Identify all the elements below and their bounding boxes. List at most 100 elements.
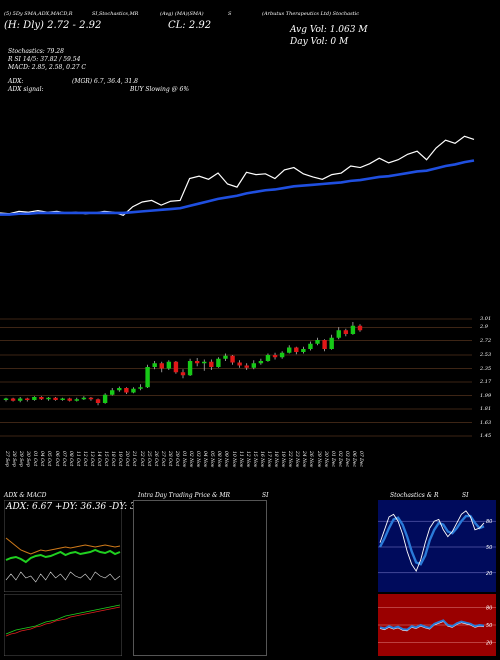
candle-body (95, 399, 101, 403)
candle-body (272, 355, 278, 358)
indicator-stochastics: Stochastics: 79.28 (8, 48, 64, 55)
price-tick-label: 2.72 (480, 337, 492, 344)
adx-panel-title: ADX & MACD (4, 492, 47, 499)
candle-body (322, 340, 327, 349)
candle-body (81, 397, 87, 400)
candle-body (265, 355, 271, 361)
stoch-tick-label: 50 (486, 545, 492, 551)
header-line1-mid: SI,Stochastics,MR (92, 11, 139, 17)
header-day-vol: Day Vol: 0 M (290, 37, 349, 47)
candle-body (194, 361, 200, 364)
header-line1-right: (Avg) (MA)(SMA) (160, 11, 204, 17)
candle-body (202, 361, 207, 364)
price-overview-chart (0, 135, 475, 216)
stoch-bg (378, 500, 496, 592)
date-tick-label: 05 Oct (46, 451, 52, 467)
indicator-macd: MACD: 2.85, 2.58, 0.27 C (8, 64, 87, 71)
date-tick-label: 02 Dec (336, 451, 342, 467)
price-tick-label: 3.01 (480, 316, 492, 322)
indicator-rsi: R SI 14/5: 37.82 / 59.54 (8, 56, 81, 63)
candle-body (88, 397, 94, 400)
candle-body (315, 340, 320, 344)
date-tick-label: 30 Sep (25, 451, 31, 467)
candle-body (166, 361, 172, 369)
date-tick-label: 28 Oct (166, 451, 172, 467)
macd-panel (4, 594, 122, 656)
date-tick-label: 06 Dec (350, 451, 356, 467)
candle-body (39, 397, 44, 400)
candle-body (350, 325, 356, 334)
candle-body (17, 398, 23, 401)
candle-body (110, 390, 115, 395)
candle-body (67, 398, 72, 401)
header-close: CL: 2.92 (168, 20, 212, 31)
candle-body (53, 397, 58, 400)
candle-body (329, 337, 334, 349)
stoch-tick-label: 80 (486, 519, 492, 525)
date-tick-label: 12 Oct (81, 451, 87, 467)
di-minus-line (5, 571, 121, 583)
candle-body (3, 398, 9, 400)
price-tick-label: 2.35 (480, 365, 492, 372)
date-tick-label: 07 Dec (358, 451, 363, 467)
date-tick-label: 04 Nov (202, 451, 208, 468)
header-line1-left: (5) 5Dy SMA,ADX,MACD,R (4, 11, 73, 17)
date-tick-label: 03 Nov (195, 451, 201, 468)
rsi-tick-label: 80 (486, 606, 492, 612)
candle-body (357, 325, 363, 331)
date-tick-label: 05 Nov (209, 451, 215, 468)
candle-body (230, 355, 235, 363)
header-day-range: (H: Dly) 2.72 - 2.92 (4, 20, 102, 31)
indicator-mgr: (MGR) 6.7, 36.4, 31.8 (72, 78, 138, 85)
stoch-panel-si: SI (462, 492, 469, 499)
date-tick-label: 09 Nov (223, 451, 229, 468)
intraday-panel (133, 500, 267, 656)
date-tick-label: 11 Oct (74, 451, 80, 467)
rsi-panel: 80 50 20 (378, 594, 496, 656)
date-tick-label: 30 Nov (322, 451, 328, 468)
candle-body (294, 347, 299, 352)
candle-body (287, 347, 292, 353)
candle-body (10, 398, 16, 401)
candle-body (216, 358, 221, 367)
candle-body (131, 388, 136, 393)
date-tick-label: 06 Oct (53, 451, 59, 467)
candle-body (117, 388, 122, 391)
date-tick-label: 03 Dec (343, 451, 349, 467)
candle-body (223, 355, 228, 359)
macd-signal-line (5, 606, 121, 637)
date-tick-label: 14 Oct (96, 451, 102, 467)
rsi-tick-label: 20 (486, 640, 492, 646)
candle-body (180, 372, 186, 376)
candle-body (152, 363, 157, 367)
date-tick-label: 15 Nov (251, 451, 257, 468)
date-tick-label: 18 Oct (110, 451, 116, 467)
date-tick-label: 28 Sep (11, 451, 17, 467)
price-tick-label: 1.45 (480, 433, 492, 439)
candle-body (301, 349, 306, 352)
date-tick-label: 12 Nov (244, 451, 250, 468)
adx-line (5, 537, 121, 555)
candle-body (279, 352, 285, 358)
price-tick-label: 2.9 (480, 324, 488, 331)
date-tick-label: 01 Oct (32, 451, 38, 467)
date-tick-label: 27 Oct (159, 451, 165, 467)
price-line (0, 135, 475, 216)
adx-frame (4, 500, 122, 592)
date-tick-label: 23 Nov (294, 451, 300, 468)
date-tick-label: 29 Nov (315, 451, 321, 468)
price-tick-label: 1.99 (480, 392, 492, 399)
date-tick-label: 27 Sep (4, 451, 9, 467)
date-tick-label: 16 Nov (258, 451, 264, 468)
candle-body (25, 398, 30, 400)
date-tick-label: 29 Oct (173, 451, 179, 467)
date-tick-label: 17 Nov (265, 451, 271, 468)
date-tick-label: 15 Oct (103, 451, 109, 467)
indicator-adx-signal: ADX signal: (8, 86, 44, 93)
stoch-tick-label: 20 (486, 571, 492, 577)
date-tick-label: 01 Nov (181, 451, 186, 468)
candle-body (187, 361, 193, 376)
candle-body (336, 330, 341, 338)
price-tick-label: 2.53 (480, 352, 492, 358)
date-tick-label: 10 Nov (230, 451, 236, 468)
